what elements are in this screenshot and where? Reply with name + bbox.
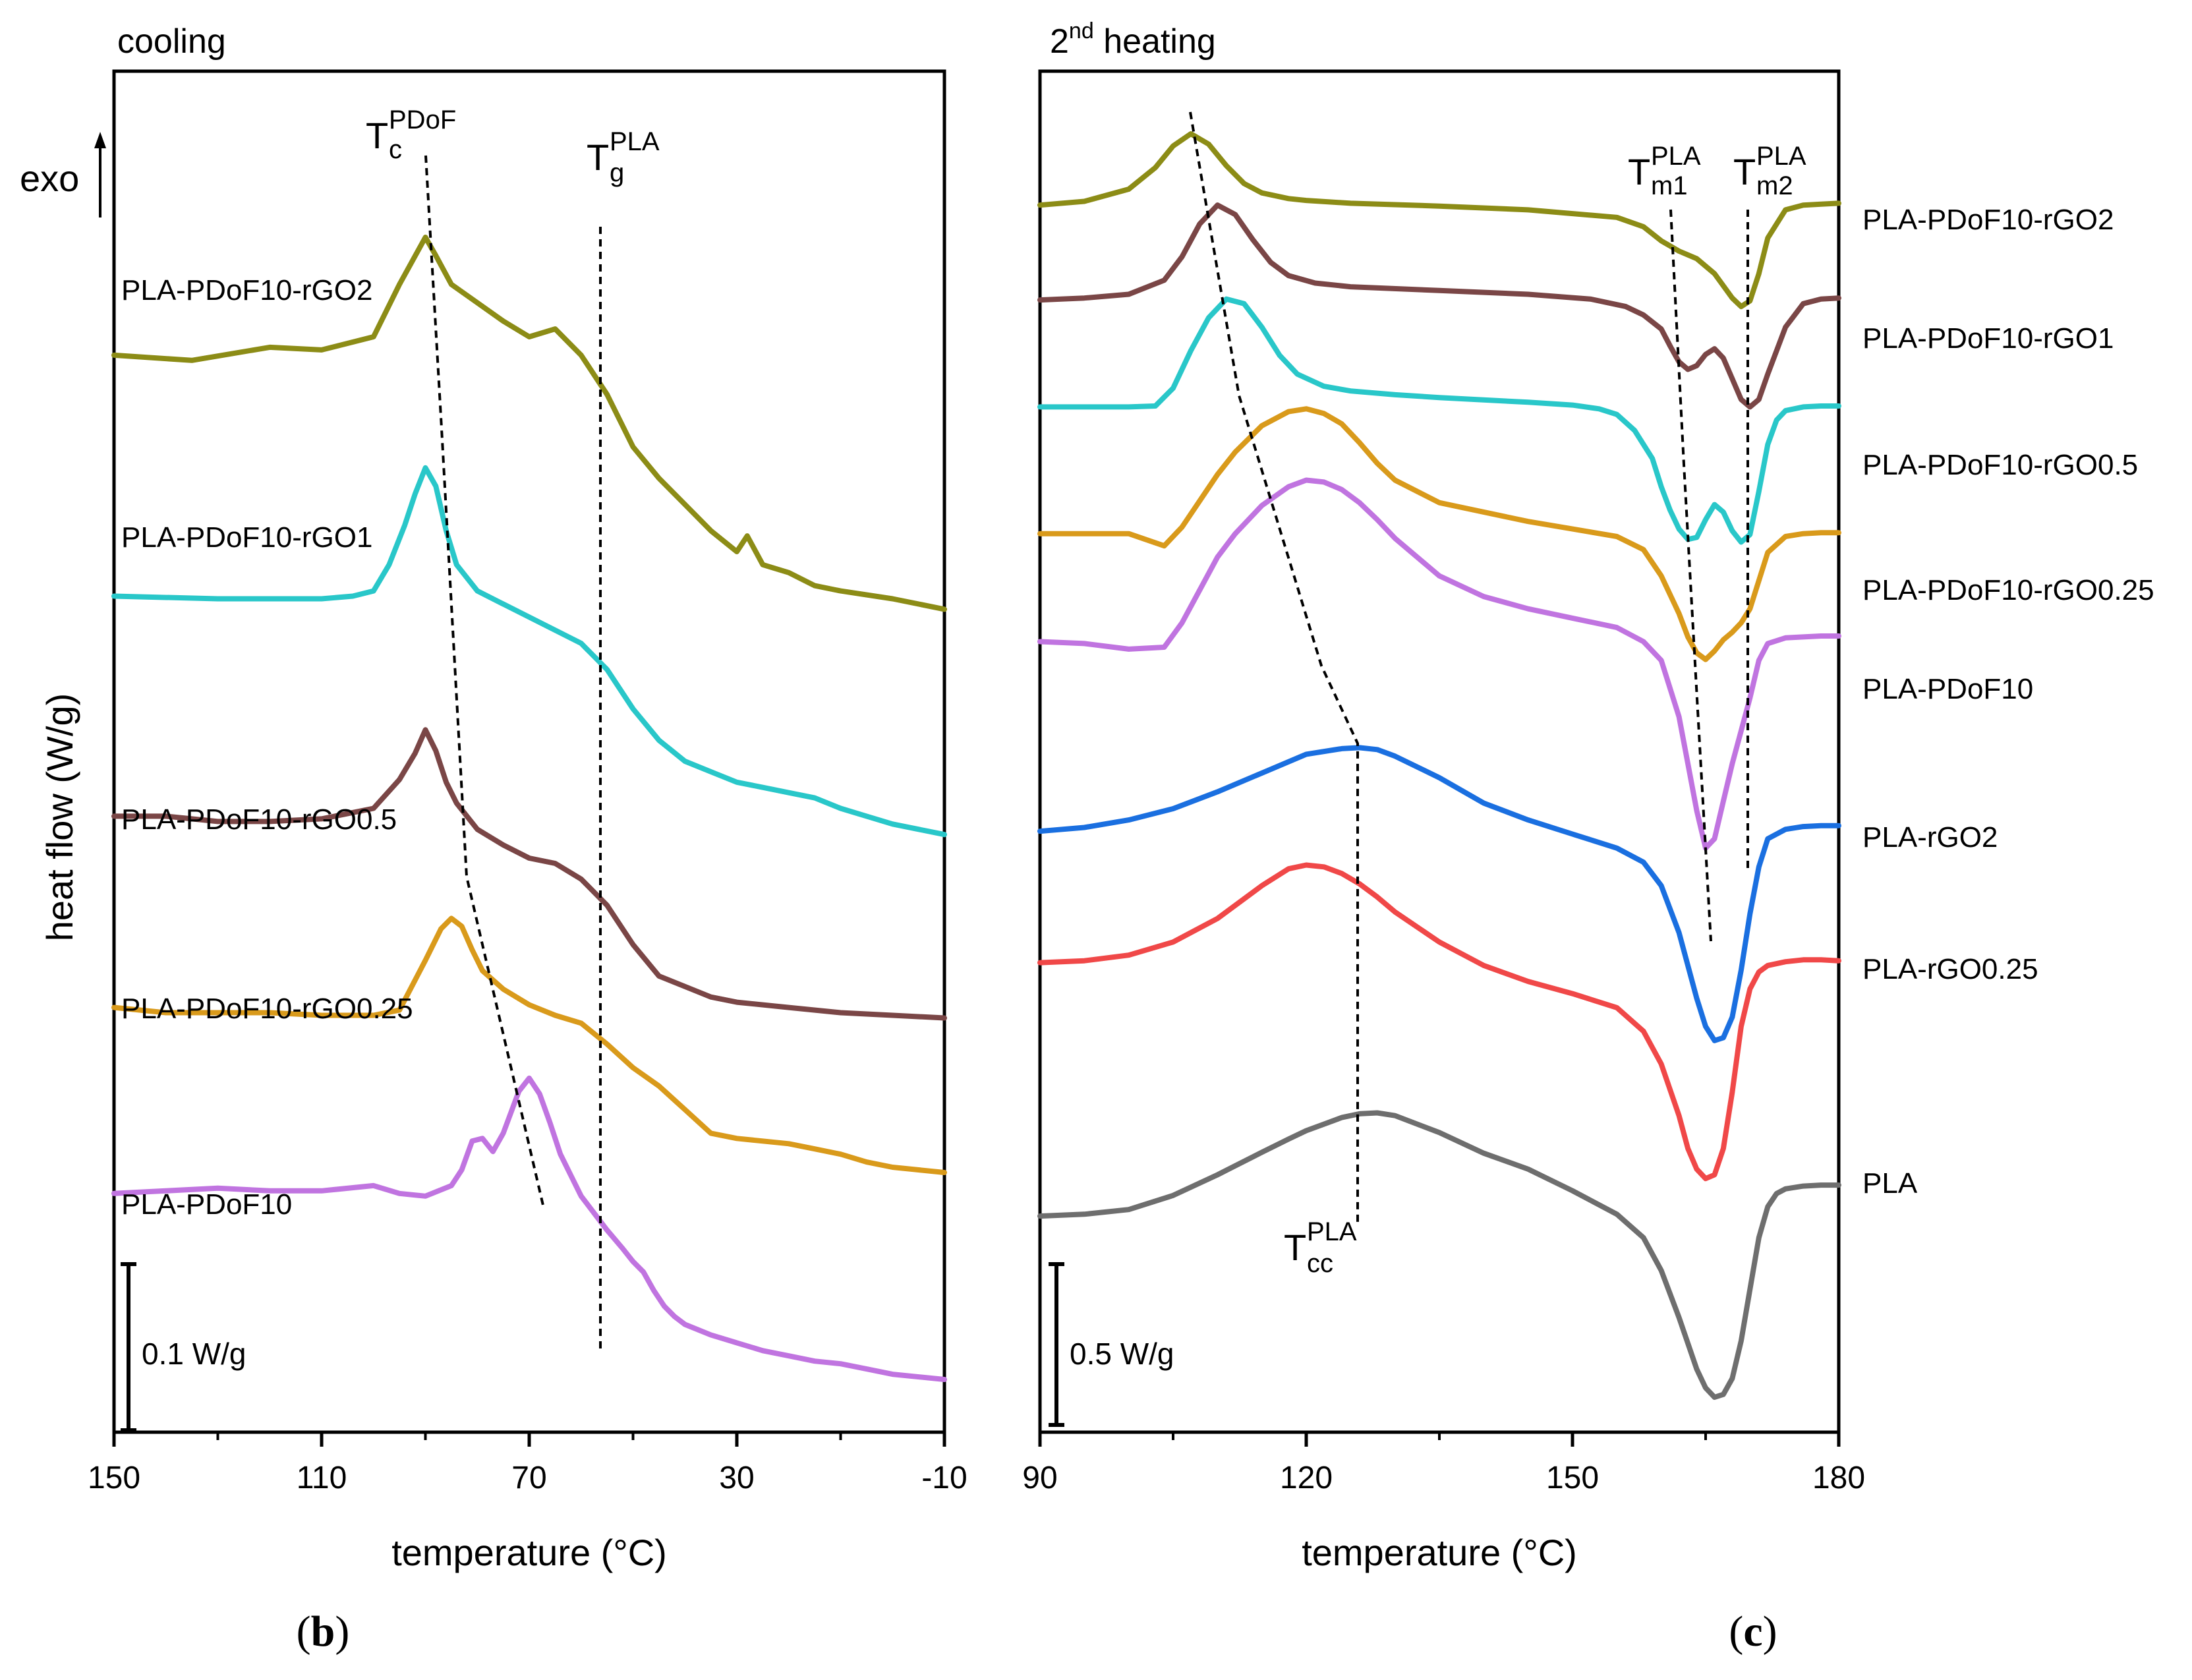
panel-letter-c-char: c	[1743, 1608, 1762, 1656]
x-tick-label: -10	[921, 1461, 967, 1495]
series-line-pla-pdof10-rgo0-25	[111, 915, 947, 1175]
tg-main: T	[587, 136, 609, 178]
series-label: PLA-PDoF10-rGO1	[121, 521, 372, 554]
tc-sub: c	[389, 135, 402, 164]
series-label: PLA-PDoF10-rGO0.5	[121, 803, 397, 836]
panel-b: cooling 150 110 70 30 -10 PLA-PDoF10-rGO2PLA…	[20, 22, 967, 1656]
tcc-main: T	[1284, 1227, 1306, 1268]
series-line-pla-pdof10-rgo2	[111, 235, 947, 612]
tg-annotation: T PLA g	[587, 127, 660, 187]
series-label: PLA-rGO0.25	[1862, 953, 2038, 985]
series-label: PLA-PDoF10-rGO0.25	[121, 993, 413, 1025]
tc-main: T	[366, 115, 388, 156]
tcc-sup: PLA	[1307, 1217, 1357, 1246]
tcc-annotation: T PLA cc	[1284, 1217, 1357, 1278]
x-tick-label: 70	[511, 1461, 546, 1495]
panel-letter-c: (c)	[1729, 1608, 1777, 1656]
tm1-sub: m1	[1651, 171, 1688, 200]
series-line-pla-pdof10-rgo1	[111, 465, 947, 838]
series-line-pla-pdof10-rgo1	[1037, 202, 1841, 410]
series-line-pla-pdof10-rgo0-5	[111, 727, 947, 1021]
series-label: PLA-PDoF10-rGO2	[1862, 204, 2114, 236]
series-label: PLA-PDoF10-rGO0.5	[1862, 449, 2138, 481]
x-tick-label: 180	[1812, 1461, 1865, 1495]
x-tick-label: 90	[1022, 1461, 1057, 1495]
series-line-pla-pdof10-rgo2	[1037, 131, 1841, 310]
scale-bar-b-label: 0.1 W/g	[142, 1337, 246, 1371]
tm1-annotation: T PLA m1	[1628, 142, 1701, 200]
tc-sup: PDoF	[389, 105, 456, 134]
x-tick-label: 120	[1280, 1461, 1333, 1495]
x-tick-label: 150	[1546, 1461, 1599, 1495]
series-line-pla-pdof10-rgo0-5	[1037, 296, 1841, 545]
panel-c-title-num: 2	[1050, 22, 1069, 61]
panel-b-title: cooling	[117, 22, 226, 61]
x-axis-title-c: temperature (°C)	[1302, 1532, 1577, 1573]
series-label: PLA	[1862, 1167, 1918, 1200]
tc-guide-line	[424, 155, 545, 1209]
tm1-guide-line	[1669, 209, 1712, 942]
series-label: PLA-PDoF10-rGO1	[1862, 322, 2114, 355]
tc-annotation: T PDoF c	[366, 105, 456, 164]
tg-sub: g	[610, 158, 624, 187]
x-tick-label: 150	[88, 1461, 140, 1495]
exo-label: exo	[20, 158, 79, 199]
panel-c-series-labels: PLA-PDoF10-rGO2 PLA-PDoF10-rGO1 PLA-PDoF10…	[1862, 204, 2154, 1200]
tcc-sub: cc	[1307, 1249, 1333, 1278]
series-line-pla-pdof10	[1037, 477, 1841, 851]
series-line-pla-pdof10-rgo0-25	[1037, 406, 1841, 662]
series-line-pla-rgo0-25	[1037, 862, 1841, 1182]
panel-b-x-ticks: 150 110 70 30 -10	[88, 1432, 967, 1495]
x-axis-title-b: temperature (°C)	[391, 1532, 667, 1573]
tm1-sup: PLA	[1651, 142, 1701, 171]
series-label: PLA-rGO2	[1862, 821, 1998, 854]
panel-c-title: 2nd heating	[1050, 18, 1216, 61]
tm2-sub: m2	[1756, 171, 1793, 200]
exo-arrow-head	[94, 132, 106, 148]
panel-c: 2nd heating 90 120 150 180 PLA-PDoF10-rGO2P…	[1022, 18, 2154, 1656]
tm1-main: T	[1628, 151, 1650, 192]
scale-bar-c-label: 0.5 W/g	[1070, 1337, 1174, 1371]
y-axis-title: heat flow (W/g)	[39, 693, 80, 942]
tcc-guide-line	[1189, 111, 1359, 1225]
tm2-sup: PLA	[1756, 142, 1806, 171]
panel-letter-b: (b)	[297, 1608, 350, 1656]
panel-b-series-labels: PLA-PDoF10-rGO2 PLA-PDoF10-rGO1 PLA-PDoF10…	[121, 274, 413, 1221]
tm2-main: T	[1733, 151, 1756, 192]
series-label: PLA-PDoF10	[121, 1188, 292, 1221]
series-line-pla-pdof10	[111, 1075, 947, 1382]
panel-c-title-rest: heating	[1094, 22, 1216, 61]
panel-c-x-ticks: 90 120 150 180	[1022, 1432, 1865, 1495]
panel-letter-b-char: b	[311, 1608, 335, 1656]
panel-b-series	[111, 235, 947, 1382]
panel-c-series	[1037, 131, 1841, 1400]
series-label: PLA-PDoF10	[1862, 673, 2033, 705]
series-line-pla-rgo2	[1037, 745, 1841, 1043]
series-label: PLA-PDoF10-rGO0.25	[1862, 574, 2154, 606]
panel-c-title-sup: nd	[1069, 18, 1094, 43]
x-tick-label: 30	[719, 1461, 754, 1495]
x-tick-label: 110	[297, 1461, 347, 1495]
tm2-annotation: T PLA m2	[1733, 142, 1806, 200]
tg-sup: PLA	[610, 127, 660, 156]
series-label: PLA-PDoF10-rGO2	[121, 274, 372, 306]
series-line-pla	[1037, 1110, 1841, 1400]
